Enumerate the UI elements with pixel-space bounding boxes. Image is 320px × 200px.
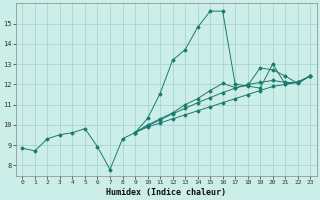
X-axis label: Humidex (Indice chaleur): Humidex (Indice chaleur) — [106, 188, 226, 197]
